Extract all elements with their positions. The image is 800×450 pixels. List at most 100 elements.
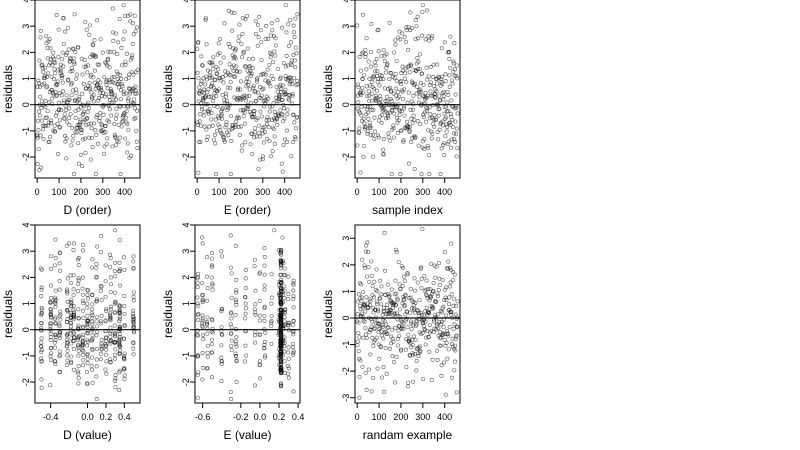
data-point — [213, 172, 219, 177]
data-point — [394, 247, 399, 252]
data-point — [64, 52, 69, 58]
data-point — [209, 275, 214, 280]
data-point — [362, 121, 367, 126]
data-point — [122, 373, 127, 378]
data-point — [257, 298, 262, 303]
data-point — [114, 112, 119, 117]
data-point — [393, 42, 398, 47]
data-point — [283, 306, 288, 312]
data-point — [391, 91, 396, 96]
data-point — [278, 82, 283, 87]
data-point — [371, 86, 377, 91]
data-point — [39, 312, 44, 317]
data-point — [77, 95, 82, 100]
data-point — [291, 281, 296, 286]
y-tick-label: 3 — [341, 24, 351, 29]
data-point — [99, 234, 104, 239]
data-point — [441, 93, 446, 98]
data-point — [416, 351, 421, 356]
data-point — [92, 68, 97, 73]
data-point — [120, 119, 125, 124]
data-point — [413, 18, 418, 23]
data-point — [269, 318, 274, 324]
data-point — [269, 341, 274, 346]
data-point — [116, 122, 121, 127]
data-point — [69, 93, 74, 98]
data-point — [232, 11, 237, 16]
data-point — [455, 299, 460, 304]
data-point — [426, 34, 431, 39]
y-axis-label: residuals — [161, 290, 175, 338]
data-point — [422, 327, 428, 333]
data-point — [39, 305, 44, 310]
data-point — [243, 301, 248, 306]
data-point — [370, 375, 375, 381]
data-point — [210, 62, 215, 67]
data-point — [279, 286, 284, 291]
data-point — [417, 298, 422, 303]
data-point — [234, 288, 239, 293]
data-point — [55, 152, 61, 157]
data-point — [366, 59, 371, 64]
data-point — [369, 259, 374, 264]
data-point — [291, 318, 296, 324]
data-point — [398, 79, 403, 85]
data-point — [396, 90, 401, 95]
data-point — [117, 351, 122, 356]
data-point — [205, 366, 210, 371]
data-point — [382, 230, 387, 236]
data-point — [278, 315, 283, 320]
data-point — [357, 54, 362, 60]
data-point — [370, 319, 375, 324]
data-point — [60, 73, 65, 78]
data-point — [229, 295, 234, 300]
data-point — [76, 278, 81, 283]
data-point — [113, 135, 118, 140]
data-point — [97, 119, 102, 124]
data-point — [122, 267, 127, 272]
data-point — [53, 89, 58, 95]
data-point — [81, 348, 86, 354]
data-point — [210, 60, 215, 65]
data-point — [55, 82, 60, 87]
data-point — [81, 111, 86, 116]
data-point — [80, 248, 86, 253]
data-point — [373, 93, 378, 99]
data-point — [377, 356, 382, 361]
data-point — [255, 79, 260, 84]
data-point — [225, 98, 230, 104]
data-point — [243, 343, 248, 348]
y-tick-label: 0 — [341, 102, 351, 107]
data-point — [123, 62, 128, 67]
data-point — [98, 288, 103, 293]
data-point — [130, 41, 135, 46]
data-point — [389, 327, 395, 332]
data-point — [48, 254, 53, 259]
data-point — [259, 114, 264, 119]
data-point — [366, 116, 371, 121]
data-point — [392, 111, 397, 116]
data-point — [107, 313, 113, 318]
data-point — [132, 13, 137, 18]
data-point — [397, 333, 402, 339]
data-point — [370, 80, 375, 85]
data-point — [76, 371, 81, 376]
data-point — [285, 323, 291, 328]
data-point — [241, 107, 246, 113]
data-point — [82, 109, 87, 114]
data-point — [429, 136, 434, 141]
data-point — [80, 91, 85, 96]
y-tick-label: 3 — [181, 24, 191, 29]
data-point — [217, 50, 222, 56]
data-point — [197, 119, 202, 124]
data-point — [53, 60, 58, 65]
data-point — [276, 317, 281, 322]
data-point — [90, 307, 95, 312]
data-point — [357, 130, 362, 135]
data-point — [229, 310, 234, 315]
data-point — [243, 98, 249, 103]
data-point — [278, 317, 283, 322]
data-point — [444, 297, 449, 303]
x-tick-label: 0.2 — [273, 412, 286, 422]
data-point — [252, 307, 257, 312]
